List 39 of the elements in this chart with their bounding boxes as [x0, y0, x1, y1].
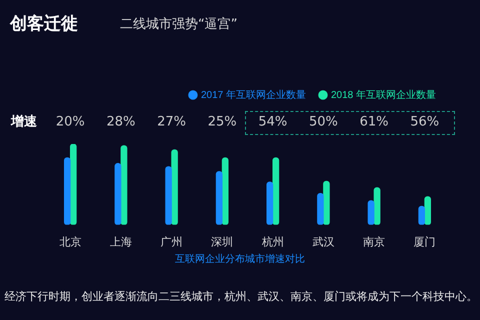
chart-title: 创客迁徙	[10, 13, 78, 35]
text: 增速	[10, 114, 38, 130]
x-tick-label: 武汉	[312, 235, 334, 248]
x-tick-label: 杭州	[260, 235, 284, 248]
legend-label: 2017 年互联网企业数量	[200, 88, 306, 101]
text: 25%	[208, 114, 237, 130]
bar	[323, 180, 330, 225]
bar	[165, 166, 172, 225]
text: 54%	[258, 114, 288, 130]
bar	[216, 171, 223, 225]
text: 经济下行时期，创业者逐渐流向二三线城市，杭州、武汉、南京、厦门或将成为下一个科技中心。	[4, 289, 478, 304]
bar	[374, 187, 380, 225]
x-tick-label: 南京	[363, 235, 386, 248]
bar	[368, 200, 374, 225]
chart-subtitle: 二线城市强势“逼宫”	[120, 16, 238, 33]
bar	[317, 192, 324, 225]
x-tick-label: 厦门	[414, 235, 436, 248]
x-tick-label: 上海	[110, 235, 132, 248]
legend-label: 2018 年互联网企业数量	[330, 88, 436, 101]
text: 互联网企业分布城市增速对比	[174, 252, 306, 266]
text: 61%	[360, 114, 389, 130]
x-tick-label: 广州	[160, 235, 183, 248]
text: 56%	[410, 114, 440, 130]
text: 28%	[106, 114, 136, 130]
bar	[272, 157, 280, 225]
text: 27%	[157, 114, 186, 130]
bar	[70, 144, 77, 225]
text: 50%	[308, 114, 338, 130]
bar	[114, 163, 122, 225]
x-tick-label: 深圳	[211, 235, 234, 248]
bar	[266, 182, 274, 225]
bar	[120, 145, 128, 225]
bar	[418, 206, 426, 225]
bar	[424, 196, 432, 225]
text: 20%	[56, 114, 85, 130]
bar	[222, 157, 229, 225]
x-tick-label: 北京	[59, 235, 82, 248]
bar	[64, 157, 71, 225]
bar	[171, 149, 178, 225]
